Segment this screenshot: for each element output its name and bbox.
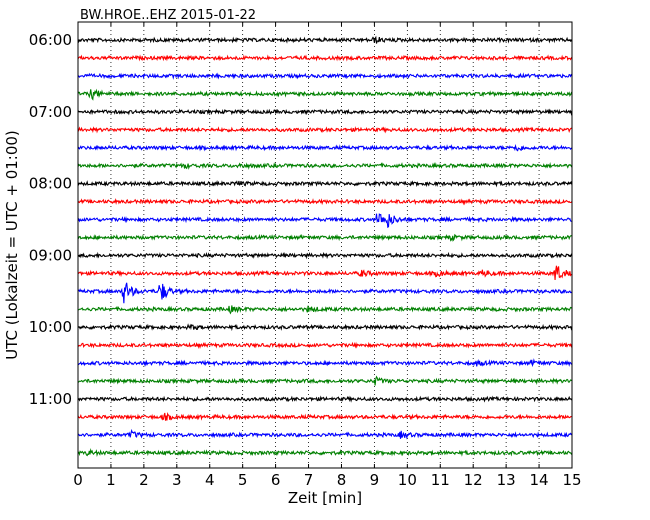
x-tick-label: 11 — [431, 471, 450, 489]
seismic-trace — [77, 233, 573, 242]
seismic-trace — [77, 197, 573, 206]
seismic-trace — [77, 323, 573, 332]
y-tick-label: 10:00 — [29, 318, 72, 336]
seismic-trace — [77, 282, 573, 304]
x-tick-label: 6 — [271, 471, 281, 489]
seismic-trace — [77, 72, 573, 80]
seismic-trace — [77, 358, 573, 368]
seismic-trace — [77, 126, 573, 134]
plot-frame — [77, 21, 573, 469]
x-tick-label: 15 — [562, 471, 581, 489]
trace-layer — [77, 35, 573, 458]
x-tick-label: 14 — [530, 471, 549, 489]
y-tick-label: 07:00 — [29, 103, 72, 121]
x-tick-label: 3 — [172, 471, 182, 489]
x-tick-label: 8 — [337, 471, 347, 489]
seismic-trace — [77, 143, 573, 152]
seismic-trace — [77, 54, 573, 62]
x-tick-label: 4 — [205, 471, 215, 489]
y-tick-label: 09:00 — [29, 246, 72, 264]
x-tick-label: 10 — [398, 471, 417, 489]
seismic-trace — [77, 341, 573, 350]
seismic-trace — [77, 35, 573, 44]
y-tick-label: 08:00 — [29, 175, 72, 193]
y-tick-label: 06:00 — [29, 31, 72, 49]
x-tick-label: 1 — [106, 471, 116, 489]
y-axis-label: UTC (Lokalzeit = UTC + 01:00) — [3, 130, 21, 360]
y-tick-label: 11:00 — [29, 390, 72, 408]
x-tick-label: 9 — [370, 471, 380, 489]
seismic-trace — [77, 411, 573, 421]
x-tick-label: 0 — [73, 471, 83, 489]
x-axis-label: Zeit [min] — [288, 489, 362, 507]
seismic-trace — [77, 448, 573, 458]
x-tick-label: 2 — [139, 471, 149, 489]
seismic-trace — [77, 395, 573, 403]
seismic-trace — [77, 305, 573, 315]
seismic-trace — [77, 88, 573, 101]
seismic-trace — [77, 179, 573, 188]
tick-layer: 0 1 2 3 4 5 6 7 8 9 10 11 12 13 14 1506:0007:0008:0009:… — [29, 22, 582, 489]
seismic-trace — [77, 161, 573, 170]
x-tick-label: 13 — [497, 471, 516, 489]
seismic-trace — [77, 265, 573, 280]
seismic-trace — [77, 375, 573, 386]
grid-layer — [110, 22, 540, 468]
chart-title: BW.HROE..EHZ 2015-01-22 — [80, 8, 256, 23]
seismic-trace — [77, 251, 573, 260]
seismic-trace — [77, 428, 573, 440]
x-tick-label: 7 — [304, 471, 314, 489]
seismic-trace — [77, 213, 573, 229]
x-tick-label: 5 — [238, 471, 248, 489]
seismic-trace — [77, 108, 573, 116]
x-tick-label: 12 — [464, 471, 483, 489]
